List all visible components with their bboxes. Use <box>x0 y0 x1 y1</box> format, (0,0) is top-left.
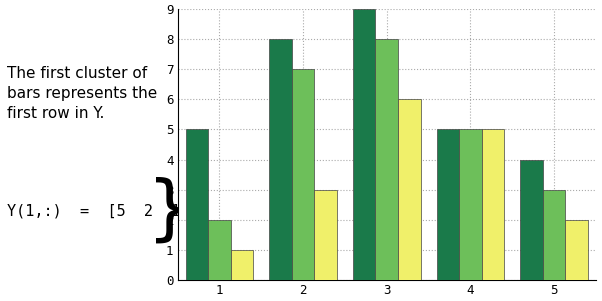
Bar <box>353 9 376 280</box>
Bar <box>436 129 459 280</box>
Bar <box>398 99 421 280</box>
Bar <box>314 190 337 280</box>
Text: Y(1,:)  =  [5  2  1]: Y(1,:) = [5 2 1] <box>7 203 190 218</box>
Bar <box>459 129 482 280</box>
Text: The first cluster of
bars represents the
first row in Y.: The first cluster of bars represents the… <box>7 66 157 121</box>
Text: $\}$: $\}$ <box>146 176 185 246</box>
Bar <box>185 129 208 280</box>
Bar <box>208 220 231 280</box>
Bar <box>376 39 398 280</box>
Bar <box>482 129 504 280</box>
Bar <box>565 220 588 280</box>
Bar <box>269 39 292 280</box>
Bar <box>292 69 314 280</box>
Bar <box>520 160 543 280</box>
Bar <box>231 250 253 280</box>
Bar <box>543 190 565 280</box>
